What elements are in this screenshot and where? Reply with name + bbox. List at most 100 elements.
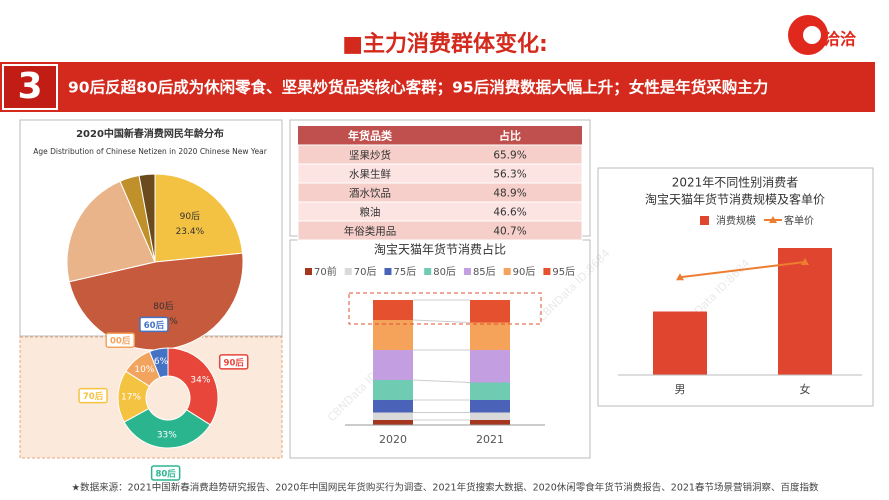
bar-segment — [373, 380, 413, 400]
table-row-bg — [297, 144, 583, 165]
bar-segment — [373, 320, 413, 350]
legend-label: 80后 — [433, 266, 456, 278]
bar-segment — [373, 420, 413, 425]
legend-label: 70前 — [314, 265, 337, 278]
section-number: 3 — [17, 66, 42, 107]
category-label: 60后 — [144, 320, 165, 331]
category-tag — [139, 316, 169, 333]
value-label: 34% — [190, 376, 210, 386]
bar-segment — [373, 412, 413, 420]
value-label: 17% — [121, 392, 141, 402]
x-tick-label: 女 — [800, 382, 811, 396]
connector — [412, 379, 471, 383]
legend-label: 70后 — [354, 266, 377, 278]
legend-label: 75后 — [393, 266, 416, 278]
number-box — [2, 64, 58, 110]
legend-swatch — [700, 216, 709, 225]
x-tick-label: 2020 — [379, 433, 407, 446]
x-tick-label: 2021 — [476, 433, 504, 446]
legend-swatch — [384, 268, 392, 275]
table-row-bg — [297, 220, 583, 241]
value-label: 33% — [157, 430, 177, 440]
bar-segment — [470, 412, 510, 420]
bar-segment — [470, 322, 510, 350]
bar-segment — [373, 400, 413, 413]
slice — [138, 173, 156, 263]
chart-title: 2020中国新春消费网民年龄分布 — [76, 127, 224, 140]
headline: 90后反超80后成为休闲零食、坚果炒货品类核心客群；95后消费数据大幅上升；女性… — [68, 78, 768, 97]
logo-text: 洽洽 — [824, 30, 857, 49]
chart-subtitle: Age Distribution of Chinese Netizen in 2… — [33, 147, 268, 156]
category-tag — [218, 354, 249, 370]
legend-swatch — [424, 268, 432, 275]
category-tag — [105, 332, 135, 348]
slice — [123, 407, 211, 449]
table-cell: 65.9% — [493, 150, 526, 162]
bar-segment — [470, 382, 510, 400]
table-cell: 48.9% — [493, 188, 526, 200]
panel — [289, 239, 591, 459]
table-cell: 年俗类用品 — [344, 225, 397, 238]
category-label: 70后 — [83, 391, 104, 402]
legend-label: 85后 — [473, 266, 496, 278]
footnote: ★数据来源：2021中国新春消费趋势研究报告、2020年中国网民年货购买行为调查… — [72, 482, 819, 494]
table-header: 占比 — [499, 129, 521, 143]
bar — [778, 248, 832, 375]
legend-label: 客单价 — [784, 214, 814, 227]
x-tick-label: 男 — [675, 383, 686, 396]
table-row-bg — [297, 182, 583, 203]
bar-segment — [470, 400, 510, 413]
bar-segment — [470, 300, 510, 323]
value-label: 10% — [134, 365, 154, 375]
table-cell: 46.6% — [493, 207, 526, 219]
bar — [653, 311, 707, 375]
chart-title: 2021年不同性别消费者 — [672, 176, 799, 190]
legend-label: 90后 — [513, 266, 536, 278]
logo-mark — [803, 26, 821, 44]
bar-segment — [470, 350, 510, 383]
category-label: 80后 — [155, 468, 176, 479]
table-header: 年货品类 — [348, 129, 393, 143]
table-cell: 粮油 — [360, 206, 381, 219]
slice — [154, 173, 244, 263]
slice — [148, 347, 169, 379]
legend-swatch — [463, 268, 471, 275]
table-row-bg — [297, 163, 583, 184]
value-label: 23.4% — [176, 227, 205, 237]
table-cell: 水果生鲜 — [349, 168, 391, 181]
chart-subtitle: 淘宝天猫年货节消费规模及客单价 — [645, 192, 825, 207]
legend-label: 消费规模 — [716, 214, 756, 227]
value-label: 6% — [154, 357, 169, 367]
legend-swatch — [543, 268, 551, 275]
bar-segment — [373, 350, 413, 380]
category-tag — [78, 387, 108, 404]
table-cell: 坚果炒货 — [349, 149, 391, 162]
slice-label: 80后 — [153, 301, 173, 312]
legend-marker — [769, 216, 777, 223]
table-cell: 40.7% — [493, 226, 526, 238]
chart-title: 淘宝天猫年货节消费占比 — [374, 242, 506, 257]
category-label: 90后 — [224, 357, 245, 368]
line-marker — [801, 257, 809, 265]
table-cell: 56.3% — [493, 169, 526, 181]
headline-banner — [0, 62, 875, 112]
slide-title: ■主力消费群体变化: — [342, 31, 548, 57]
table-row-bg — [297, 201, 583, 222]
connector — [412, 319, 471, 323]
legend-label: 95后 — [552, 266, 575, 278]
slice — [167, 347, 219, 426]
line — [679, 260, 806, 279]
bar-segment — [373, 300, 413, 320]
legend-swatch — [503, 268, 511, 275]
category-label: 00后 — [110, 336, 131, 347]
slice-label: 90后 — [180, 211, 200, 222]
bar-segment — [470, 420, 510, 425]
table-header-bg — [298, 126, 582, 145]
legend-swatch — [344, 268, 352, 275]
table-cell: 酒水饮品 — [349, 187, 391, 200]
category-tag — [150, 465, 181, 481]
legend-swatch — [305, 268, 312, 275]
line-marker — [676, 273, 684, 281]
